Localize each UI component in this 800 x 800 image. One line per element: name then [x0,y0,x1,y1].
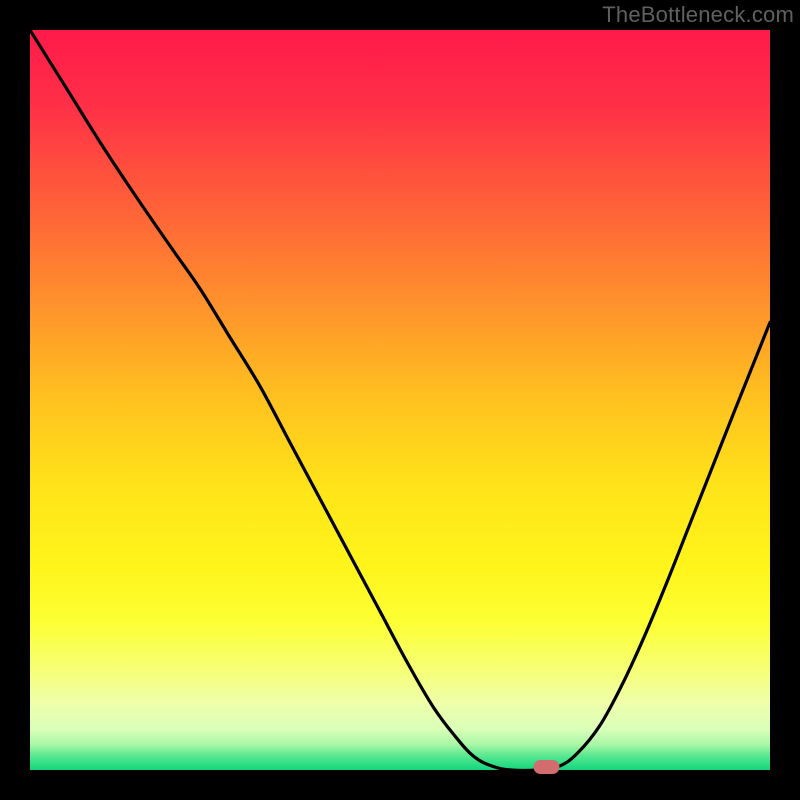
optimal-point-marker [534,760,560,774]
chart-stage: TheBottleneck.com [0,0,800,800]
plot-background-gradient [30,30,770,770]
bottleneck-chart [0,0,800,800]
watermark-text: TheBottleneck.com [602,2,794,28]
